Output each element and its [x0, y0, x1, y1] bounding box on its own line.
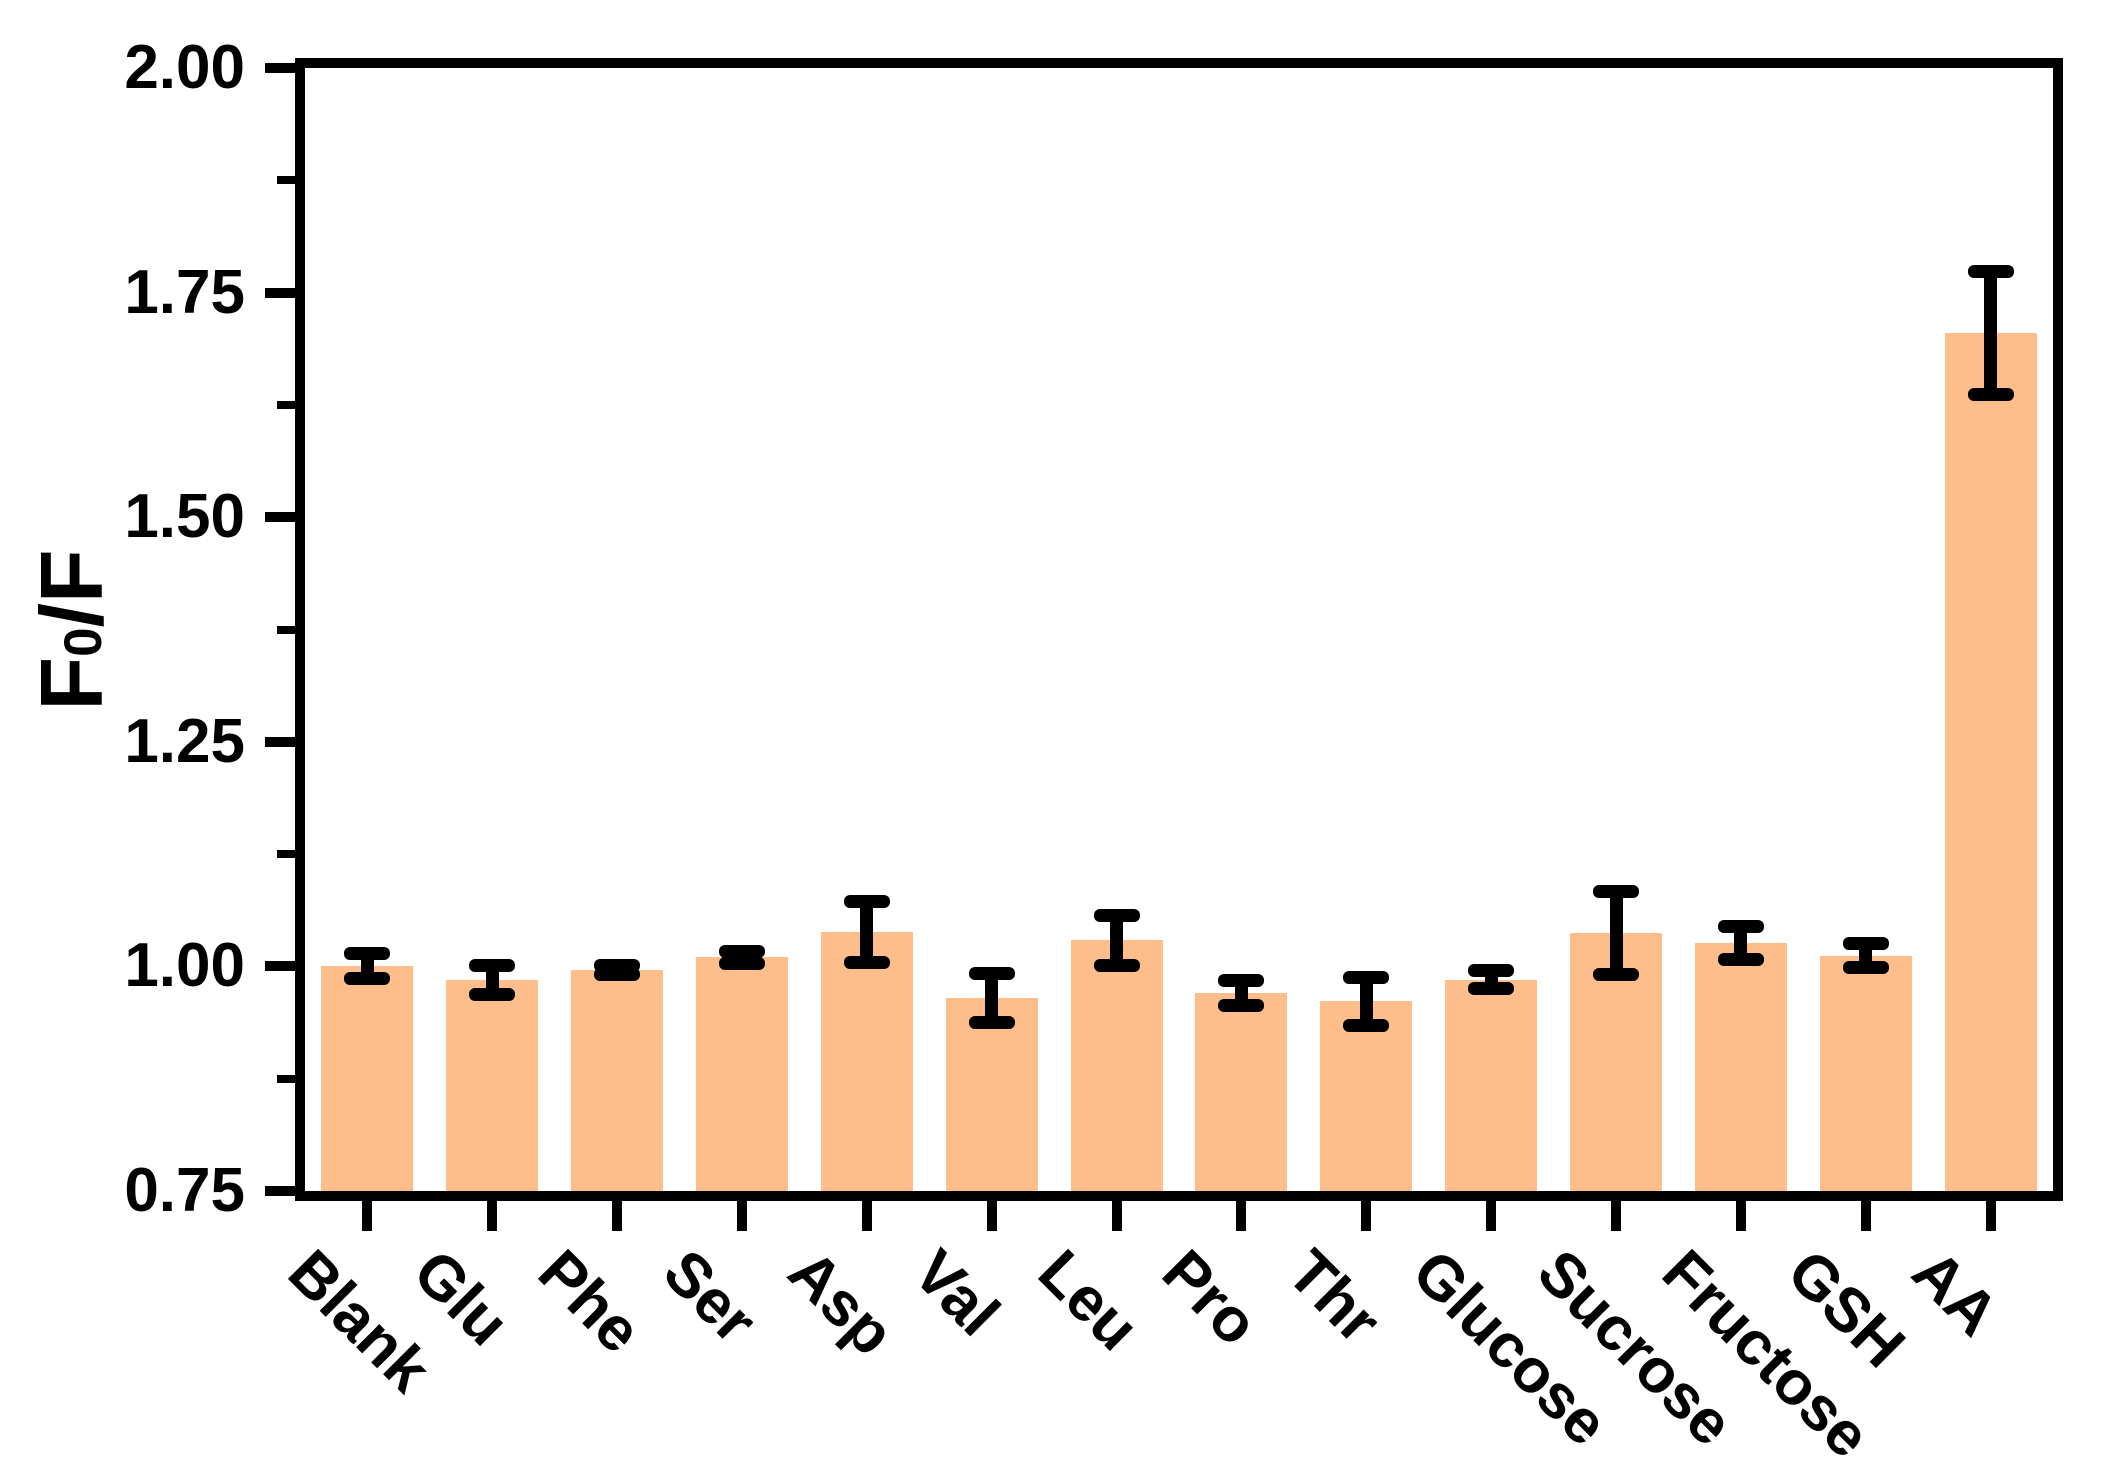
bar	[446, 979, 539, 1191]
error-bar-cap-bottom	[1343, 1019, 1390, 1033]
x-major-tick	[1486, 1201, 1497, 1231]
plot-area	[295, 58, 2063, 1201]
error-bar-cap-top	[1842, 937, 1889, 951]
y-tick-label: 1.00	[124, 931, 245, 1001]
bar	[321, 966, 414, 1191]
x-major-tick	[737, 1201, 747, 1231]
bar	[1694, 943, 1787, 1191]
y-minor-tick	[277, 176, 295, 185]
error-bar-cap-bottom	[719, 957, 765, 971]
x-tick-label: Pro	[1149, 1237, 1272, 1360]
error-bar-line	[1734, 926, 1748, 960]
x-tick-label: Ser	[650, 1237, 770, 1357]
x-major-tick	[1361, 1201, 1372, 1231]
error-bar-cap-top	[1218, 974, 1265, 988]
error-bar-cap-top	[968, 967, 1015, 981]
bar	[1320, 1001, 1413, 1191]
bar	[1070, 940, 1163, 1191]
x-major-tick	[861, 1201, 872, 1231]
error-bar-cap-top	[1967, 265, 2014, 279]
y-minor-tick	[277, 625, 295, 634]
error-bar-cap-top	[469, 959, 516, 972]
x-tick-label: Thr	[1274, 1237, 1394, 1357]
y-axis-title-rest: /F	[22, 549, 121, 628]
error-bar-line	[1984, 271, 1998, 395]
bar	[1819, 955, 1912, 1191]
y-minor-tick	[277, 850, 295, 859]
error-bar-cap-bottom	[594, 967, 641, 981]
x-major-tick	[1985, 1201, 1996, 1231]
error-bar-cap-top	[1593, 885, 1639, 899]
x-major-tick	[487, 1201, 498, 1231]
y-tick-label: 1.75	[124, 257, 245, 327]
error-bar-cap-top	[1468, 964, 1515, 978]
x-major-tick	[1236, 1201, 1247, 1231]
bar	[945, 997, 1038, 1191]
error-bar-cap-top	[1343, 970, 1390, 984]
y-major-tick	[265, 1186, 295, 1196]
x-major-tick	[1860, 1201, 1871, 1231]
x-major-tick	[362, 1201, 373, 1231]
error-bar-cap-top	[843, 895, 890, 909]
x-major-tick	[1611, 1201, 1621, 1231]
error-bar-cap-bottom	[1967, 387, 2014, 401]
bar	[1445, 979, 1538, 1191]
bar	[1195, 993, 1288, 1191]
y-tick-label: 0.75	[124, 1156, 245, 1225]
error-bar-cap-bottom	[1842, 960, 1889, 974]
bar	[1944, 333, 2037, 1191]
y-minor-tick	[277, 1074, 295, 1083]
x-major-tick	[986, 1201, 997, 1231]
error-bar-cap-bottom	[843, 956, 890, 970]
error-bar-cap-top	[344, 947, 391, 961]
error-bar-line	[485, 965, 499, 995]
error-bar-line	[985, 973, 999, 1023]
error-bar-cap-bottom	[1593, 967, 1639, 981]
error-bar-cap-bottom	[469, 987, 516, 1001]
error-bar-cap-top	[1717, 920, 1764, 934]
bar	[571, 969, 664, 1191]
error-bar-cap-bottom	[1468, 982, 1515, 996]
y-axis-title-base: F	[22, 656, 121, 711]
y-axis-title-subscript: 0	[53, 627, 113, 657]
x-tick-label: Val	[899, 1237, 1012, 1350]
error-bar-line	[1359, 977, 1373, 1026]
error-bar-line	[1110, 915, 1124, 966]
x-major-tick	[1111, 1201, 1122, 1231]
x-tick-label: Leu	[1024, 1237, 1152, 1364]
y-major-tick	[265, 512, 295, 523]
error-bar-cap-bottom	[1218, 999, 1265, 1013]
x-major-tick	[612, 1201, 623, 1231]
y-major-tick	[265, 736, 295, 747]
y-axis-title: F 0/F	[12, 280, 132, 980]
y-major-tick	[265, 63, 295, 73]
y-tick-label: 2.00	[124, 33, 245, 102]
error-bar-cap-bottom	[344, 972, 391, 986]
y-major-tick	[265, 287, 295, 298]
y-major-tick	[265, 961, 295, 972]
y-minor-tick	[277, 400, 295, 409]
x-major-tick	[1735, 1201, 1746, 1231]
error-bar-cap-top	[719, 944, 765, 958]
x-tick-label: Phe	[525, 1237, 655, 1367]
error-bar-cap-bottom	[968, 1015, 1015, 1029]
bar	[820, 932, 913, 1191]
error-bar-cap-bottom	[1093, 959, 1140, 972]
bar	[696, 957, 788, 1191]
error-bar-line	[1609, 891, 1623, 975]
y-tick-label: 1.25	[124, 706, 245, 776]
error-bar-cap-top	[1093, 908, 1140, 922]
y-tick-label: 1.50	[124, 482, 245, 552]
error-bar-cap-bottom	[1717, 952, 1764, 966]
x-tick-label: Asp	[774, 1237, 907, 1369]
error-bar-line	[860, 901, 874, 963]
x-tick-label: Blank	[275, 1237, 444, 1406]
